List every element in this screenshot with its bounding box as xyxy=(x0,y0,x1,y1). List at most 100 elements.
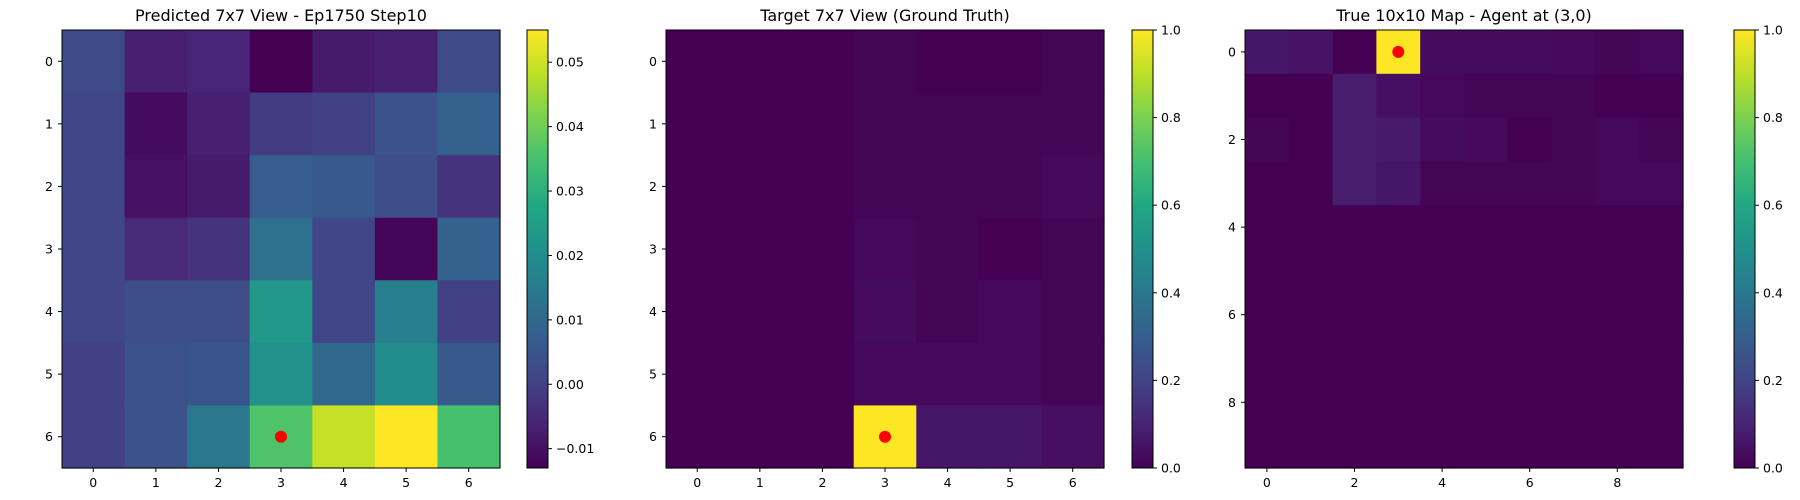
heatmap-cell xyxy=(1041,342,1105,407)
colorbar-tick-label: 0.01 xyxy=(556,312,584,327)
heatmap-cell xyxy=(916,30,980,94)
heatmap-cell xyxy=(666,280,730,344)
heatmap-cell xyxy=(1507,117,1553,162)
heatmap-cell xyxy=(916,155,980,219)
heatmap-cells xyxy=(1245,30,1684,469)
heatmap-cell xyxy=(1595,424,1640,469)
colorbar-tick-label: −0.01 xyxy=(556,441,594,456)
colorbar-tick-label: 0.05 xyxy=(556,55,584,70)
heatmap-cell xyxy=(437,342,501,407)
heatmap-cell xyxy=(1507,292,1553,338)
heatmap-cell xyxy=(853,155,917,219)
heatmap-cell xyxy=(312,280,376,344)
y-tick-label: 0 xyxy=(45,54,53,69)
heatmap-cell xyxy=(1595,161,1640,206)
heatmap-cell xyxy=(1639,336,1684,381)
heatmap-cell xyxy=(62,280,126,344)
heatmap-cell xyxy=(437,405,501,469)
heatmap-cell xyxy=(312,155,376,219)
heatmap-cell xyxy=(1464,73,1509,119)
heatmap-cell xyxy=(1288,424,1334,469)
heatmap-cell xyxy=(1507,336,1553,381)
heatmap-cell xyxy=(249,342,313,407)
heatmap-cell xyxy=(853,217,917,281)
heatmap-cell xyxy=(1507,380,1553,425)
heatmap-cell xyxy=(1245,249,1290,294)
heatmap-cell xyxy=(1332,205,1377,250)
heatmap-cell xyxy=(1464,380,1509,425)
heatmap-cell xyxy=(853,342,917,407)
y-tick-label: 6 xyxy=(45,429,53,444)
heatmap-cell xyxy=(1288,249,1334,294)
heatmap-cell xyxy=(791,342,855,407)
heatmap-cell xyxy=(1551,30,1596,75)
heatmap-cell xyxy=(1595,117,1640,162)
heatmap-cell xyxy=(124,280,188,344)
heatmap-cell xyxy=(1376,117,1421,162)
heatmap-cell xyxy=(1332,73,1377,119)
heatmap-cell xyxy=(1041,30,1105,94)
heatmap-cell xyxy=(1332,292,1377,338)
y-tick-label: 8 xyxy=(1228,395,1236,410)
heatmap-cell xyxy=(1288,205,1334,250)
heatmap-cell xyxy=(1551,117,1596,162)
heatmap-cell xyxy=(916,342,980,407)
x-tick-label: 0 xyxy=(1263,475,1271,490)
heatmap-cell xyxy=(916,92,980,156)
x-tick-label: 4 xyxy=(340,475,348,490)
heatmap-cell xyxy=(1288,73,1334,119)
heatmap-cell xyxy=(62,217,126,281)
heatmap-cell xyxy=(1507,73,1553,119)
heatmap-cell xyxy=(978,92,1043,156)
heatmap-cell xyxy=(1376,292,1421,338)
colorbar-tick-label: 0.4 xyxy=(1763,285,1783,300)
x-tick-label: 5 xyxy=(1006,475,1014,490)
chart-title: True 10x10 Map - Agent at (3,0) xyxy=(1335,6,1592,25)
heatmap-panel-1: Predicted 7x7 View - Ep1750 Step10 0 1 2 3 4 5… xyxy=(45,6,594,490)
heatmap-cell xyxy=(1245,30,1290,75)
heatmap-cell xyxy=(1639,292,1684,338)
heatmap-cell xyxy=(1288,161,1334,206)
heatmap-cell xyxy=(916,217,980,281)
heatmap-cell xyxy=(374,280,439,344)
heatmap-cell xyxy=(1420,424,1465,469)
heatmap-cell xyxy=(437,280,501,344)
heatmap-cell xyxy=(1420,30,1465,75)
colorbar-tick-label: 0.04 xyxy=(556,119,584,134)
heatmap-cell xyxy=(1376,424,1421,469)
chart-title: Predicted 7x7 View - Ep1750 Step10 xyxy=(135,6,427,25)
heatmap-cell xyxy=(1595,30,1640,75)
heatmap-cell xyxy=(187,30,251,94)
heatmap-cell xyxy=(1464,292,1509,338)
x-tick-label: 0 xyxy=(89,475,97,490)
heatmap-cell xyxy=(374,405,439,469)
y-tick-label: 6 xyxy=(649,429,657,444)
heatmap-cell xyxy=(853,92,917,156)
heatmap-cell xyxy=(1507,424,1553,469)
heatmap-cell xyxy=(1464,117,1509,162)
heatmap-cell xyxy=(1245,205,1290,250)
heatmap-cell xyxy=(666,92,730,156)
y-tick-label: 3 xyxy=(45,242,53,257)
colorbar xyxy=(526,29,549,469)
heatmap-cell xyxy=(187,342,251,407)
y-tick-label: 5 xyxy=(45,367,53,382)
heatmap-cell xyxy=(1245,161,1290,206)
heatmap-cell xyxy=(1376,380,1421,425)
heatmap-cell xyxy=(1041,405,1105,469)
heatmap-cell xyxy=(374,92,439,156)
heatmap-cell xyxy=(1464,424,1509,469)
heatmap-cell xyxy=(791,155,855,219)
y-tick-label: 2 xyxy=(1228,132,1236,147)
heatmap-cell xyxy=(1288,380,1334,425)
heatmap-cell xyxy=(437,30,501,94)
heatmap-cell xyxy=(1639,249,1684,294)
heatmap-cell xyxy=(1595,292,1640,338)
heatmap-cell xyxy=(1639,205,1684,250)
x-tick-label: 3 xyxy=(277,475,285,490)
heatmap-cell xyxy=(249,217,313,281)
heatmap-cell xyxy=(124,217,188,281)
y-tick-label: 6 xyxy=(1228,307,1236,322)
heatmap-cell xyxy=(1420,249,1465,294)
heatmap-cell xyxy=(312,30,376,94)
